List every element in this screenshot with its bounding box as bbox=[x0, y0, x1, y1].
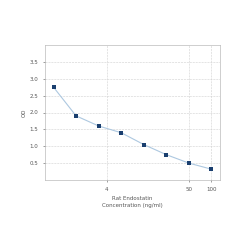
Y-axis label: OD: OD bbox=[22, 108, 26, 117]
X-axis label: Rat Endostatin
Concentration (ng/ml): Rat Endostatin Concentration (ng/ml) bbox=[102, 196, 163, 208]
